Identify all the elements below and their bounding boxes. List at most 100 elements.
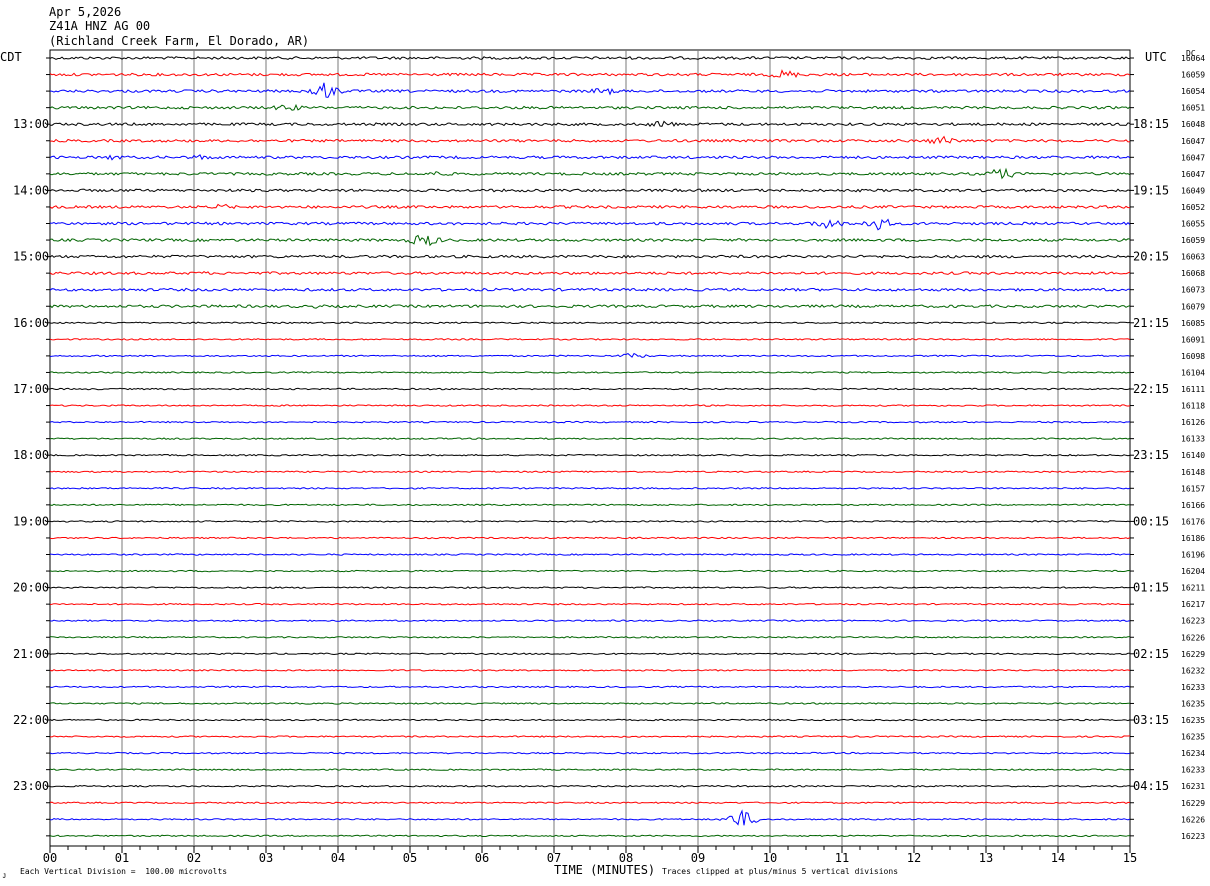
- trace-row: [49, 520, 1131, 523]
- dc-value-label: 16196: [1181, 551, 1205, 560]
- cdt-hour-label: 19:00: [13, 514, 49, 528]
- dc-value-label: 16234: [1181, 749, 1205, 758]
- scale-note: Each Vertical Division = 100.00 microvol…: [20, 867, 228, 876]
- x-tick-label: 00: [43, 851, 57, 865]
- cdt-hour-label: 23:00: [13, 779, 49, 793]
- trace-row: [49, 718, 1131, 722]
- dc-value-label: 16133: [1181, 435, 1205, 444]
- cdt-hour-label: 21:00: [13, 647, 49, 661]
- cdt-hour-label: 20:00: [13, 581, 49, 595]
- station-label: Z41A HNZ AG 00: [49, 19, 151, 33]
- dc-value-label: 16054: [1181, 87, 1205, 96]
- dc-value-label: 16111: [1181, 385, 1205, 394]
- dc-value-label: 16047: [1181, 137, 1205, 146]
- dc-value-label: 16232: [1181, 666, 1205, 675]
- trace-row: [49, 453, 1131, 457]
- utc-hour-label: 20:15: [1133, 250, 1169, 264]
- x-tick-label: 14: [1051, 851, 1065, 865]
- cdt-hour-label: 22:00: [13, 713, 49, 727]
- dc-value-label: 16055: [1181, 220, 1205, 229]
- dc-value-label: 16148: [1181, 468, 1205, 477]
- trace-row: [49, 135, 1131, 145]
- trace-row: [49, 602, 1131, 606]
- utc-hour-label: 18:15: [1133, 117, 1169, 131]
- cdt-hour-label: 17:00: [13, 382, 49, 396]
- trace-row: [49, 536, 1131, 540]
- trace-row: [49, 103, 1131, 111]
- dc-value-label: 16085: [1181, 319, 1205, 328]
- utc-hour-label: 03:15: [1133, 713, 1169, 727]
- dc-value-label: 16064: [1181, 54, 1205, 63]
- utc-hour-label: 23:15: [1133, 448, 1169, 462]
- dc-value-label: 16063: [1181, 253, 1205, 262]
- dc-value-label: 16176: [1181, 517, 1205, 526]
- dc-value-label: 16223: [1181, 617, 1205, 626]
- x-tick-label: 10: [763, 851, 777, 865]
- utc-hour-label: 00:15: [1133, 514, 1169, 528]
- trace-row: [49, 270, 1131, 276]
- x-tick-label: 13: [979, 851, 993, 865]
- dc-value-label: 16079: [1181, 302, 1205, 311]
- dc-value-label: 16140: [1181, 451, 1205, 460]
- trace-row: [49, 321, 1131, 325]
- trace-row: [49, 652, 1130, 656]
- dc-label: DC: [1186, 49, 1196, 58]
- trace-row: [49, 569, 1131, 573]
- dc-value-label: 16229: [1181, 650, 1205, 659]
- x-tick-label: 04: [331, 851, 345, 865]
- utc-hour-label: 02:15: [1133, 647, 1169, 661]
- dc-value-label: 16091: [1181, 335, 1205, 344]
- dc-value-label: 16052: [1181, 203, 1205, 212]
- trace-row: [49, 801, 1131, 804]
- dc-value-label: 16211: [1181, 584, 1205, 593]
- dc-value-label: 16233: [1181, 683, 1205, 692]
- trace-row: [49, 553, 1131, 556]
- trace-row: [49, 768, 1131, 771]
- trace-row: [49, 338, 1131, 341]
- trace-row: [49, 487, 1131, 490]
- utc-hour-label: 22:15: [1133, 382, 1169, 396]
- trace-row: [49, 218, 1131, 231]
- trace-row: [49, 56, 1131, 60]
- utc-hour-label: 19:15: [1133, 183, 1169, 197]
- x-tick-label: 11: [835, 851, 849, 865]
- dc-value-label: 16226: [1181, 633, 1205, 642]
- x-tick-label: 03: [259, 851, 273, 865]
- dc-value-label: 16118: [1181, 402, 1205, 411]
- dc-value-label: 16049: [1181, 186, 1205, 195]
- trace-row: [49, 69, 1131, 78]
- date-label: Apr 5,2026: [49, 5, 122, 19]
- trace-row: [49, 304, 1131, 309]
- trace-row: [49, 287, 1131, 292]
- dc-value-label: 16233: [1181, 766, 1205, 775]
- x-tick-label: 05: [403, 851, 417, 865]
- trace-row: [49, 254, 1131, 259]
- trace-row: [49, 371, 1131, 374]
- dc-value-label: 16047: [1181, 153, 1205, 162]
- x-tick-label: 09: [691, 851, 705, 865]
- x-tick-label: 08: [619, 851, 633, 865]
- trace-row: [49, 685, 1131, 689]
- trace-row: [49, 82, 1131, 98]
- cdt-hour-label: 15:00: [13, 250, 49, 264]
- dc-value-label: 16235: [1181, 733, 1205, 742]
- x-tick-label: 06: [475, 851, 489, 865]
- dc-value-label: 16223: [1181, 832, 1205, 841]
- dc-value-label: 16073: [1181, 286, 1205, 295]
- dc-value-label: 16126: [1181, 418, 1205, 427]
- dc-value-label: 16226: [1181, 815, 1205, 824]
- dc-value-label: 16068: [1181, 269, 1205, 278]
- trace-row: [49, 188, 1131, 193]
- dc-value-label: 16051: [1181, 104, 1205, 113]
- trace-row: [49, 809, 1131, 826]
- trace-row: [49, 404, 1131, 407]
- x-tick-label: 12: [907, 851, 921, 865]
- trace-row: [49, 702, 1130, 705]
- cdt-axis-title: CDT: [0, 50, 22, 64]
- x-tick-label: 07: [547, 851, 561, 865]
- dc-value-label: 16098: [1181, 352, 1205, 361]
- trace-row: [49, 437, 1131, 440]
- dc-value-label: 16186: [1181, 534, 1205, 543]
- dc-value-label: 16204: [1181, 567, 1205, 576]
